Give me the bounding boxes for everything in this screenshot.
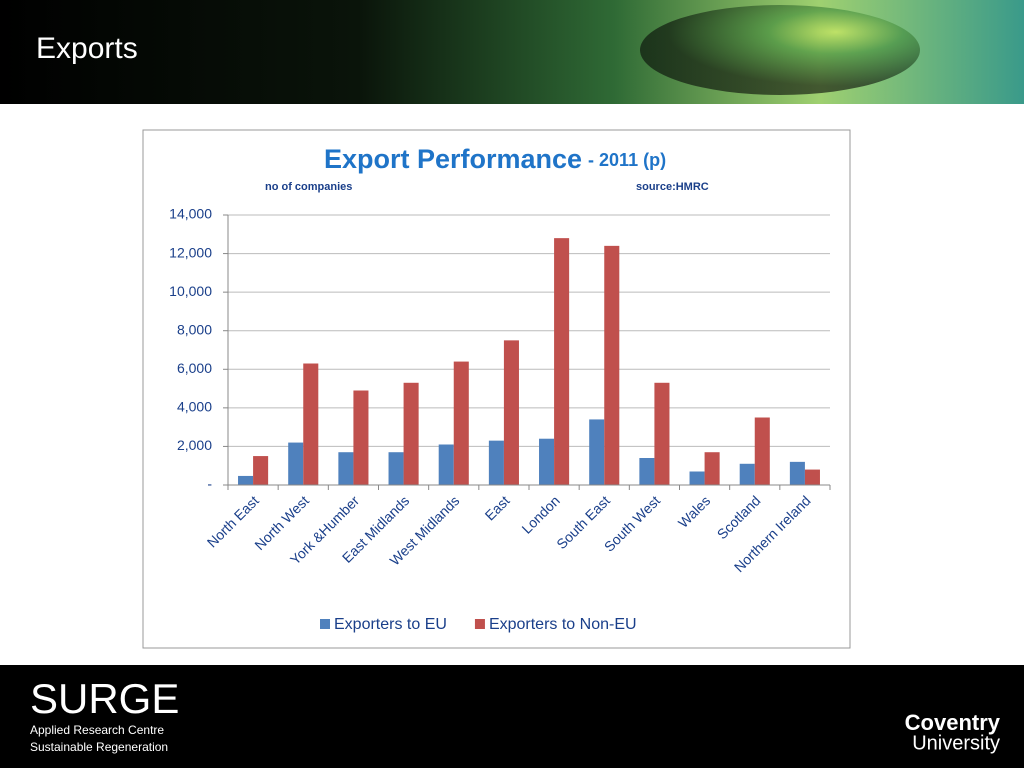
bar bbox=[804, 469, 820, 485]
bar bbox=[338, 452, 354, 485]
y-tick-label: 2,000 bbox=[177, 437, 212, 453]
title-main: Export Performance bbox=[324, 144, 582, 174]
chart-frame bbox=[142, 129, 851, 649]
footer-line: Sustainable Regeneration bbox=[30, 740, 168, 754]
y-tick-label: 12,000 bbox=[169, 244, 212, 260]
bar bbox=[704, 452, 720, 485]
bar bbox=[554, 238, 570, 485]
annotation: source:HMRC bbox=[636, 181, 709, 193]
header-glow bbox=[640, 5, 920, 95]
bar bbox=[253, 456, 269, 485]
bar bbox=[739, 463, 755, 485]
annotation: no of companies bbox=[265, 181, 352, 193]
legend-label: Exporters to EU bbox=[334, 616, 447, 633]
slide-title: Exports bbox=[36, 32, 138, 65]
footer-logo: SURGE bbox=[30, 675, 179, 722]
bar bbox=[604, 245, 620, 485]
bar bbox=[654, 382, 670, 485]
footer-line: Applied Research Centre bbox=[30, 723, 164, 737]
legend-swatch bbox=[474, 619, 485, 629]
y-tick-label: 8,000 bbox=[177, 321, 212, 337]
bar bbox=[353, 390, 369, 485]
bar bbox=[288, 442, 304, 485]
legend-label: Exporters to Non-EU bbox=[489, 616, 637, 633]
bar bbox=[488, 440, 504, 485]
bar bbox=[238, 475, 254, 485]
bar bbox=[303, 363, 319, 485]
legend-swatch bbox=[320, 619, 330, 629]
bar bbox=[589, 419, 605, 485]
chart-title: Export Performance - 2011 (p) bbox=[324, 144, 666, 174]
y-tick-label: 10,000 bbox=[169, 283, 212, 299]
university-name: University bbox=[912, 732, 1000, 754]
y-tick-label: - bbox=[207, 476, 212, 492]
y-tick-label: 6,000 bbox=[177, 360, 212, 376]
bar bbox=[403, 382, 419, 485]
bar bbox=[754, 417, 770, 485]
bar bbox=[789, 461, 805, 485]
y-tick-label: 4,000 bbox=[177, 399, 212, 415]
bar bbox=[539, 438, 555, 485]
bar bbox=[438, 444, 454, 485]
bar bbox=[503, 340, 519, 485]
university-name: Coventry bbox=[905, 710, 1001, 735]
bar bbox=[689, 471, 705, 485]
bar bbox=[388, 452, 404, 485]
footer-bg bbox=[0, 665, 1024, 768]
y-tick-label: 14,000 bbox=[169, 206, 212, 222]
title-sub: - 2011 (p) bbox=[588, 150, 666, 170]
bar bbox=[639, 458, 655, 485]
bar bbox=[453, 361, 469, 485]
